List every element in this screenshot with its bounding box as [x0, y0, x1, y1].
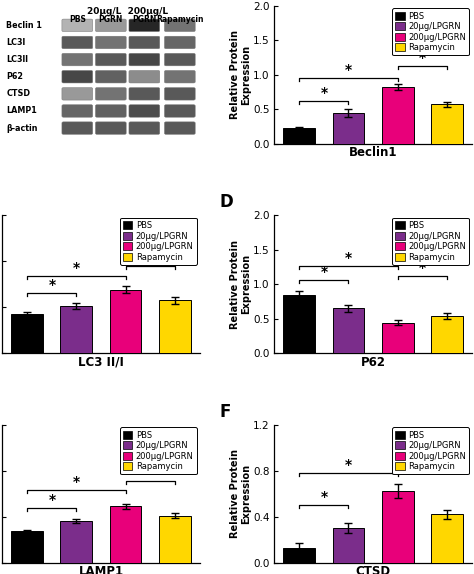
Text: *: * — [146, 251, 154, 265]
Text: Beclin 1: Beclin 1 — [6, 21, 42, 30]
FancyBboxPatch shape — [62, 19, 93, 32]
Bar — [283, 129, 315, 144]
FancyBboxPatch shape — [129, 104, 160, 117]
Text: LC3l: LC3l — [6, 38, 26, 47]
Bar — [333, 308, 365, 353]
FancyBboxPatch shape — [95, 71, 126, 83]
Text: PGRN: PGRN — [99, 15, 123, 24]
Text: 20μg/L  200μg/L: 20μg/L 200μg/L — [87, 7, 168, 16]
FancyBboxPatch shape — [62, 122, 93, 134]
Text: PGRN: PGRN — [132, 15, 156, 24]
Text: PBS: PBS — [69, 15, 86, 24]
X-axis label: LC3 II/I: LC3 II/I — [78, 356, 124, 369]
Text: *: * — [73, 261, 80, 275]
Bar — [382, 323, 413, 353]
Text: D: D — [219, 193, 233, 211]
Text: *: * — [345, 63, 352, 77]
Y-axis label: Relative Protein
Expression: Relative Protein Expression — [230, 30, 252, 119]
Text: *: * — [419, 261, 426, 275]
Bar — [109, 290, 141, 353]
X-axis label: CTSD: CTSD — [356, 565, 391, 574]
Legend: PBS, 20μg/LPGRN, 200μg/LPGRN, Rapamycin: PBS, 20μg/LPGRN, 200μg/LPGRN, Rapamycin — [120, 218, 197, 265]
FancyBboxPatch shape — [62, 36, 93, 49]
FancyBboxPatch shape — [95, 19, 126, 32]
FancyBboxPatch shape — [95, 104, 126, 117]
Text: β-actin: β-actin — [6, 123, 38, 133]
FancyBboxPatch shape — [95, 36, 126, 49]
Legend: PBS, 20μg/LPGRN, 200μg/LPGRN, Rapamycin: PBS, 20μg/LPGRN, 200μg/LPGRN, Rapamycin — [392, 427, 469, 474]
Y-axis label: Relative Protein
Expression: Relative Protein Expression — [230, 239, 252, 329]
X-axis label: P62: P62 — [361, 356, 385, 369]
Text: CTSD: CTSD — [6, 90, 30, 98]
Bar — [333, 113, 365, 144]
Bar — [61, 306, 92, 353]
FancyBboxPatch shape — [129, 71, 160, 83]
FancyBboxPatch shape — [62, 88, 93, 100]
FancyBboxPatch shape — [164, 88, 195, 100]
Text: *: * — [48, 493, 55, 507]
FancyBboxPatch shape — [62, 53, 93, 66]
FancyBboxPatch shape — [129, 19, 160, 32]
Text: Rapamycin: Rapamycin — [156, 15, 203, 24]
Legend: PBS, 20μg/LPGRN, 200μg/LPGRN, Rapamycin: PBS, 20μg/LPGRN, 200μg/LPGRN, Rapamycin — [392, 218, 469, 265]
FancyBboxPatch shape — [95, 88, 126, 100]
Text: *: * — [419, 51, 426, 65]
FancyBboxPatch shape — [95, 122, 126, 134]
Bar — [109, 506, 141, 563]
Text: *: * — [345, 458, 352, 472]
FancyBboxPatch shape — [129, 36, 160, 49]
X-axis label: Beclin1: Beclin1 — [349, 146, 397, 160]
Text: *: * — [48, 278, 55, 292]
Text: *: * — [73, 475, 80, 489]
Text: *: * — [320, 265, 328, 279]
Text: A: A — [0, 0, 5, 2]
FancyBboxPatch shape — [164, 36, 195, 49]
FancyBboxPatch shape — [164, 71, 195, 83]
Bar — [283, 295, 315, 353]
FancyBboxPatch shape — [95, 53, 126, 66]
Text: *: * — [320, 490, 328, 504]
Text: P62: P62 — [6, 72, 23, 81]
Text: *: * — [320, 86, 328, 100]
Legend: PBS, 20μg/LPGRN, 200μg/LPGRN, Rapamycin: PBS, 20μg/LPGRN, 200μg/LPGRN, Rapamycin — [392, 8, 469, 56]
Bar — [11, 532, 43, 563]
Bar — [431, 104, 463, 144]
Bar — [61, 521, 92, 563]
Text: *: * — [146, 466, 154, 480]
Y-axis label: Relative Protein
Expression: Relative Protein Expression — [230, 449, 252, 538]
Bar — [11, 314, 43, 353]
Legend: PBS, 20μg/LPGRN, 200μg/LPGRN, Rapamycin: PBS, 20μg/LPGRN, 200μg/LPGRN, Rapamycin — [120, 427, 197, 474]
X-axis label: LAMP1: LAMP1 — [78, 565, 124, 574]
Text: B: B — [219, 0, 232, 2]
Bar — [382, 491, 413, 563]
FancyBboxPatch shape — [62, 104, 93, 117]
Text: *: * — [419, 447, 426, 460]
FancyBboxPatch shape — [129, 53, 160, 66]
FancyBboxPatch shape — [164, 19, 195, 32]
FancyBboxPatch shape — [129, 122, 160, 134]
Bar — [431, 316, 463, 353]
FancyBboxPatch shape — [164, 53, 195, 66]
FancyBboxPatch shape — [164, 104, 195, 117]
Bar — [283, 548, 315, 563]
Bar — [159, 515, 191, 563]
FancyBboxPatch shape — [164, 122, 195, 134]
FancyBboxPatch shape — [129, 88, 160, 100]
Text: LAMP1: LAMP1 — [6, 106, 37, 115]
Bar — [333, 528, 365, 563]
Text: LC3ll: LC3ll — [6, 55, 28, 64]
Bar — [159, 300, 191, 353]
Bar — [431, 514, 463, 563]
Text: *: * — [345, 251, 352, 265]
Bar — [382, 87, 413, 144]
Text: F: F — [219, 402, 231, 421]
FancyBboxPatch shape — [62, 71, 93, 83]
